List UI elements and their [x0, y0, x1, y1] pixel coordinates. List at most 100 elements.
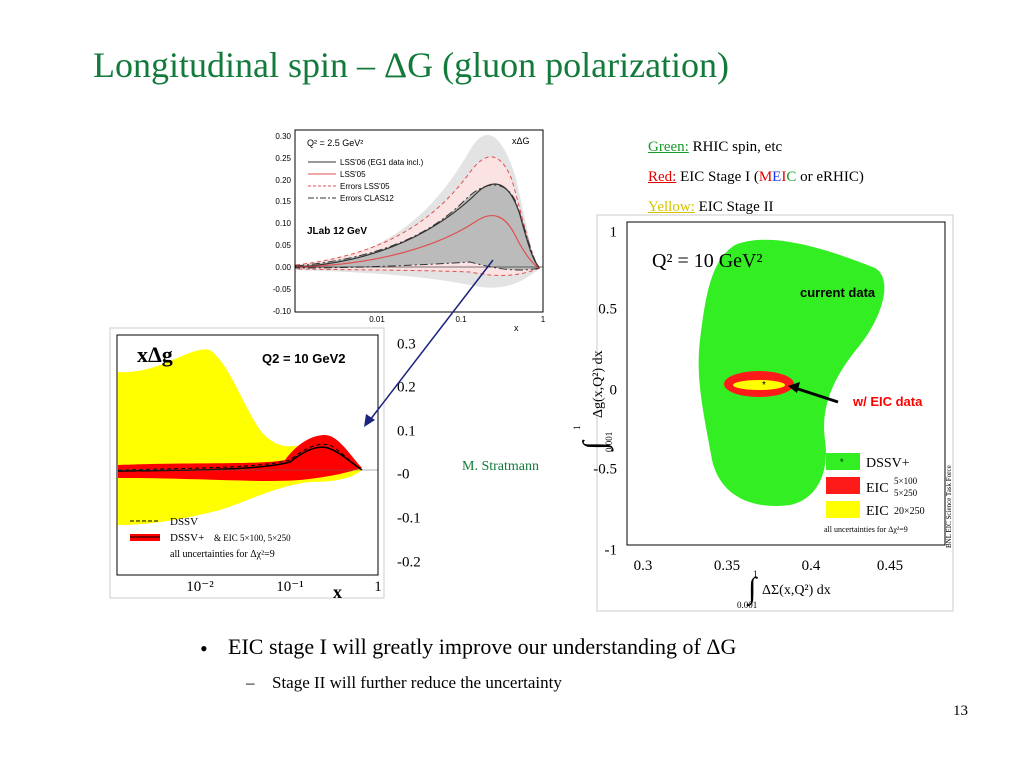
note-text: M	[758, 169, 773, 185]
sub-bullet-text: Stage II will further reduce the uncerta…	[272, 673, 562, 692]
scale-label: Q2 = 10 GeV2	[262, 351, 345, 366]
curve-lss06	[295, 183, 541, 269]
eic-stage2-band	[118, 349, 362, 525]
note-row: Red: EIC Stage I (MEIC or eRHIC)	[648, 162, 864, 192]
color-notes: Green: RHIC spin, etc Red: EIC Stage I (M…	[648, 132, 864, 222]
frame	[116, 334, 379, 576]
marker: *	[840, 457, 844, 467]
marker: *	[762, 380, 766, 391]
y-label: Δg(x,Q²) dx	[591, 350, 606, 418]
author: M. Stratmann	[462, 459, 539, 474]
x-tick-label: 1	[541, 315, 546, 324]
y-tick-label: 0	[610, 382, 618, 398]
arrow	[794, 386, 839, 404]
legend-swatch	[826, 477, 860, 494]
legend-text: LSS'06 (EG1 data incl.)	[340, 158, 424, 167]
arrowhead	[364, 414, 375, 427]
bullet: •	[200, 636, 208, 661]
frame	[294, 129, 544, 313]
y-tick-label: -0	[397, 466, 410, 482]
note-text: C	[786, 169, 797, 185]
integral-sign: ∫	[576, 439, 614, 452]
curve-lss05	[295, 214, 541, 269]
annotation: w/ EIC data	[852, 394, 923, 409]
integral-sign: ∫	[746, 572, 758, 607]
scale-label: Q² = 2.5 GeV²	[307, 138, 363, 148]
x-tick-label: 0.45	[877, 558, 903, 574]
ticks: 0.3 0.2 0.1 -0 -0.1 -0.2 10⁻² 10⁻¹ 1	[186, 336, 420, 595]
note-text: or eRHIC)	[796, 169, 864, 185]
x-label-lower: 0.001	[737, 600, 757, 610]
y-label-upper: 1	[572, 426, 582, 431]
y-tick-label: 0.05	[275, 241, 291, 250]
x-label: x	[333, 582, 342, 602]
page-number: 13	[953, 703, 968, 719]
scale-label: Q² = 10 GeV²	[652, 250, 762, 272]
legend-text: LSS'05	[340, 170, 366, 179]
x-tick-label: 10⁻²	[186, 579, 214, 595]
eic-stage2-region	[733, 380, 785, 390]
legend-text: all uncertainties for Δχ²=9	[824, 525, 908, 534]
y-tick-label: 0.10	[275, 219, 291, 228]
note-row: Yellow: EIC Stage II	[648, 192, 864, 222]
y-tick-label: 1	[610, 224, 618, 240]
legend-swatch	[826, 453, 860, 470]
legend-text: 5×100	[894, 476, 918, 486]
ticks: 1 0.5 0 -0.5 -1 0.3 0.35 0.4 0.45	[593, 224, 903, 574]
x-label: x	[514, 323, 519, 333]
annotation: current data	[800, 285, 876, 300]
y-tick-label: 0.25	[275, 154, 291, 163]
note-label: Red:	[648, 169, 677, 185]
dssv-dashed	[117, 443, 363, 471]
x-tick-label: 0.4	[802, 558, 821, 574]
arrowhead	[788, 382, 800, 393]
figure-title: xΔg	[137, 342, 173, 367]
x-tick-label: 0.01	[369, 315, 385, 324]
legend-text: DSSV+	[170, 532, 204, 544]
note-text: EIC Stage I (	[680, 169, 759, 185]
figure-dssv: xΔg Q2 = 10 GeV2 DSSV DSSV+ & EIC 5×100,…	[109, 327, 421, 602]
y-tick-label: 0.15	[275, 197, 291, 206]
legend-text: Errors LSS'05	[340, 182, 390, 191]
y-label-lower: 0.001	[604, 432, 614, 452]
note-text: E	[772, 169, 782, 185]
note-label: Green:	[648, 139, 689, 155]
y-tick-label: 0.5	[598, 301, 617, 317]
x-tick-label: 0.1	[455, 315, 467, 324]
y-tick-label: 0.3	[397, 336, 416, 352]
y-tick-label: 0.20	[275, 176, 291, 185]
note-label: Yellow:	[648, 199, 695, 215]
note-text: RHIC spin, etc	[692, 139, 783, 155]
y-tick-label: -0.10	[273, 307, 292, 316]
x-label: ΔΣ(x,Q²) dx	[762, 583, 831, 598]
legend-text: 20×250	[894, 506, 925, 517]
y-tick-label: 0.30	[275, 132, 291, 141]
legend-text: DSSV+	[866, 456, 910, 471]
y-tick-label: -0.1	[397, 510, 421, 526]
y-tick-label: -1	[605, 542, 618, 558]
legend-text: & EIC 5×100, 5×250	[214, 533, 291, 543]
y-tick-label: -0.2	[397, 554, 421, 570]
note-row: Green: RHIC spin, etc	[648, 132, 864, 162]
y-tick-label: -0.05	[273, 285, 292, 294]
figure-tag: JLab 12 GeV	[307, 226, 367, 237]
figure-integral: * Q² = 10 GeV² current data w/ EIC data …	[572, 214, 954, 612]
y-tick-label: 0.1	[397, 423, 416, 439]
note-text: I	[781, 169, 787, 185]
y-tick-label: 0.2	[397, 379, 416, 395]
y-tick-label: -0.5	[593, 461, 617, 477]
y-tick-label: 0.00	[275, 263, 291, 272]
x-tick-label: 10⁻¹	[276, 579, 303, 595]
legend-text: EIC	[866, 504, 889, 519]
figure-title: xΔG	[512, 136, 530, 146]
legend-text: DSSV	[170, 516, 198, 528]
legend-text: Errors CLAS12	[340, 194, 394, 203]
x-label-upper: 1	[753, 569, 758, 579]
ticks: 0.30 0.25 0.20 0.15 0.10 0.05 0.00 -0.05 -0.10 0.…	[273, 132, 546, 324]
figure-jlab: Q² = 2.5 GeV² xΔG LSS'06 (EG1 data incl.…	[262, 124, 550, 334]
credit: BNL EIC Science Task Force	[945, 465, 953, 548]
x-tick-label: 0.3	[634, 558, 653, 574]
slide-title: Longitudinal spin – ΔG (gluon polarizati…	[93, 45, 730, 85]
